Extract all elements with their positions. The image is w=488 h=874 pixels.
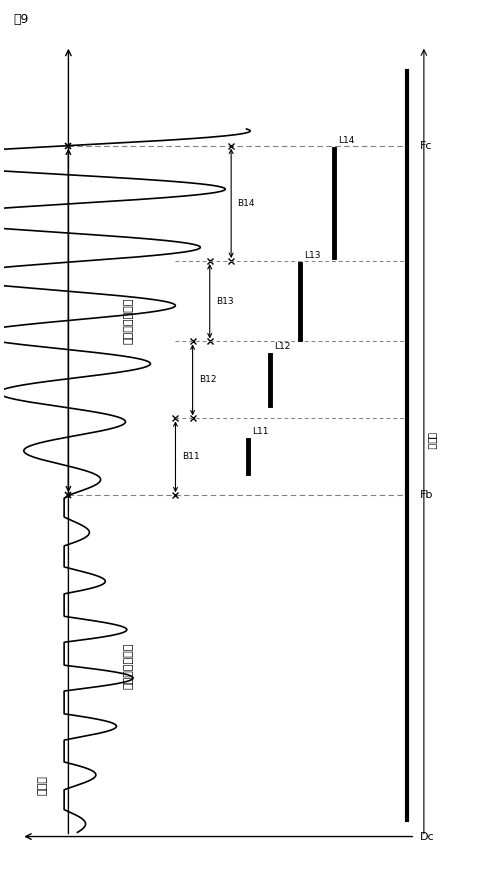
Text: 高域スペクトル: 高域スペクトル (123, 297, 133, 343)
Text: L14: L14 (338, 136, 355, 145)
Text: レベル: レベル (38, 775, 48, 795)
Text: 周波数: 周波数 (427, 433, 437, 450)
Text: B13: B13 (216, 297, 234, 306)
Text: 低域スペクトル: 低域スペクトル (123, 642, 133, 689)
Text: B12: B12 (199, 376, 217, 385)
Text: Dc: Dc (420, 831, 434, 842)
Text: B14: B14 (238, 199, 255, 208)
Text: L11: L11 (253, 427, 269, 436)
Text: 図9: 図9 (14, 13, 29, 26)
Text: Fb: Fb (420, 490, 433, 500)
Text: Fc: Fc (420, 141, 432, 150)
Text: B11: B11 (182, 453, 200, 461)
Text: L12: L12 (274, 342, 290, 350)
Text: L13: L13 (304, 251, 321, 260)
